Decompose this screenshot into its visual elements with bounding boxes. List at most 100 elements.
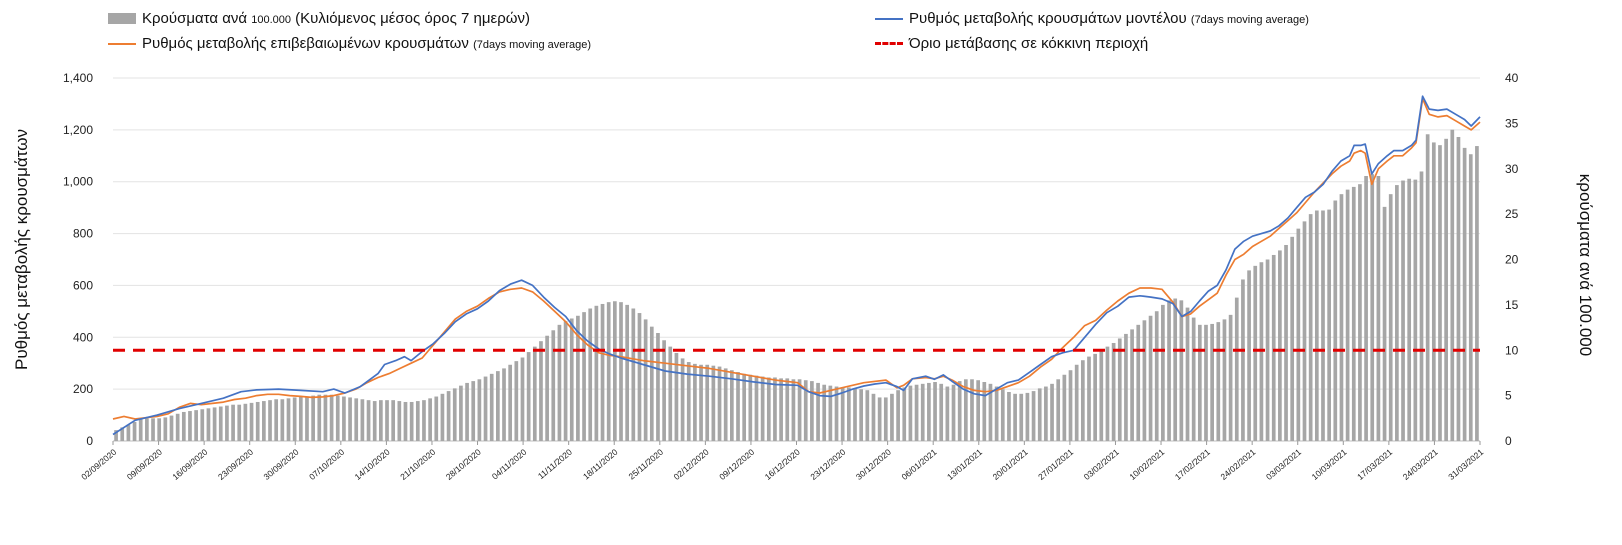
- bar: [557, 324, 562, 441]
- bar: [705, 364, 710, 441]
- bar: [816, 382, 820, 441]
- bar: [422, 400, 426, 441]
- bar: [1167, 300, 1171, 441]
- bar: [225, 405, 229, 441]
- bar: [927, 382, 931, 441]
- bar: [1339, 194, 1344, 441]
- legend-item-threshold: Όριο μετάβασης σε κόκκινη περιοχή: [875, 35, 1148, 53]
- bar: [742, 373, 747, 441]
- bar: [194, 410, 198, 441]
- right-tick-label: 5: [1505, 389, 1512, 403]
- bar: [391, 400, 396, 441]
- bar: [1321, 210, 1325, 441]
- bar: [218, 406, 223, 441]
- bar: [286, 398, 291, 441]
- bar: [1407, 178, 1412, 442]
- left-tick-label: 800: [73, 227, 93, 241]
- x-tick-label: 06/01/2021: [899, 447, 938, 482]
- bar: [674, 352, 679, 441]
- bar: [1475, 146, 1479, 441]
- bar: [508, 364, 513, 441]
- bar: [957, 381, 962, 441]
- bar: [865, 390, 870, 441]
- bar: [1099, 350, 1104, 441]
- x-tick-label: 16/09/2020: [170, 447, 209, 482]
- bar: [1148, 315, 1153, 441]
- right-tick-label: 40: [1505, 71, 1519, 85]
- bar: [994, 386, 999, 441]
- bar: [1468, 154, 1473, 442]
- bar: [1401, 180, 1405, 442]
- bar: [114, 430, 118, 441]
- bar: [625, 304, 630, 441]
- bar: [1185, 307, 1190, 441]
- model-swatch: [875, 17, 903, 20]
- bar: [736, 372, 740, 441]
- bar: [803, 380, 808, 441]
- bar: [1462, 147, 1467, 441]
- x-tick-label: 03/02/2021: [1082, 447, 1121, 482]
- bar: [1037, 388, 1042, 441]
- bar: [1241, 279, 1245, 441]
- bar: [1019, 393, 1024, 441]
- bar: [1296, 228, 1301, 441]
- right-tick-label: 20: [1505, 253, 1519, 267]
- bar: [138, 419, 143, 441]
- bar: [477, 379, 482, 441]
- bar: [1284, 244, 1288, 441]
- bar: [1333, 200, 1338, 441]
- bar: [372, 401, 377, 441]
- bar: [828, 385, 833, 441]
- right-axis-ticks: 0 5 10 15 20 25 30 35 40: [1505, 71, 1519, 448]
- bar: [1345, 189, 1350, 441]
- bar: [988, 383, 993, 441]
- bar: [662, 340, 666, 441]
- right-axis-title: κρούσματα ανά 100.000: [1576, 173, 1595, 357]
- bar: [1222, 319, 1227, 441]
- bar: [877, 397, 882, 441]
- bar: [1044, 386, 1048, 441]
- bar: [1105, 346, 1110, 441]
- bar: [693, 363, 697, 441]
- left-axis-ticks: 0 200 400 600 800 1,000 1,200 1,400: [63, 71, 93, 448]
- bar: [791, 379, 796, 441]
- bar: [1290, 236, 1295, 441]
- threshold-swatch: [875, 42, 903, 46]
- bar: [446, 391, 451, 441]
- bar: [1388, 194, 1393, 441]
- bar: [1456, 136, 1461, 442]
- bar: [760, 376, 765, 441]
- left-tick-label: 400: [73, 330, 93, 344]
- bar: [976, 380, 980, 441]
- bar: [668, 346, 673, 441]
- bar: [945, 386, 950, 441]
- bar: [145, 418, 149, 441]
- bars-swatch: [108, 13, 136, 25]
- bar: [1154, 311, 1159, 441]
- x-tick-label: 03/03/2021: [1264, 447, 1303, 482]
- bar: [908, 385, 913, 441]
- bar: [1376, 176, 1381, 441]
- left-tick-label: 0: [86, 434, 93, 448]
- bar: [132, 421, 137, 441]
- x-tick-label: 30/09/2020: [262, 447, 301, 482]
- bar: [1087, 356, 1091, 441]
- bar: [822, 384, 827, 441]
- bar: [1351, 186, 1356, 441]
- bar: [600, 303, 605, 441]
- bar: [298, 396, 303, 441]
- x-tick-label: 31/03/2021: [1446, 447, 1485, 482]
- x-tick-label: 20/01/2021: [991, 447, 1030, 482]
- x-tick-label: 02/12/2020: [672, 447, 711, 482]
- bar: [1450, 129, 1455, 442]
- x-tick-label: 07/10/2020: [307, 447, 346, 482]
- bar: [403, 401, 408, 441]
- bar: [963, 379, 968, 441]
- bar: [1093, 353, 1097, 441]
- bar: [1025, 392, 1030, 441]
- bar: [1419, 171, 1424, 441]
- bar: [1370, 174, 1375, 441]
- bar: [175, 413, 180, 441]
- bar: [409, 401, 414, 441]
